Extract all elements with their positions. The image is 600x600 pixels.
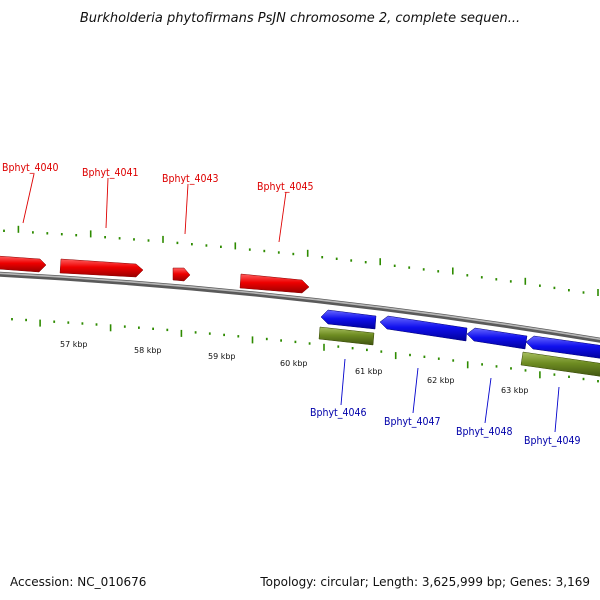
gene-label-bphyt-4041[interactable]: Bphyt_4041 <box>82 167 139 179</box>
leader-line-bphyt-4045 <box>278 191 287 243</box>
gene-label-bphyt-4049[interactable]: Bphyt_4049 <box>524 435 581 447</box>
kbp-label-63: 63 kbp <box>501 386 529 395</box>
gene-arrow-bphyt-4049[interactable] <box>525 335 600 359</box>
leader-line-bphyt-4040 <box>22 173 35 224</box>
chromosome-backbone <box>0 271 600 343</box>
accession-text: Accession: NC_010676 <box>10 575 146 589</box>
gene-arrow-bphyt-4047[interactable] <box>379 315 468 342</box>
reverse-feature-track <box>318 326 600 377</box>
kbp-label-61: 61 kbp <box>355 367 383 376</box>
gene-arrow-bphyt-4048[interactable] <box>466 327 528 350</box>
gene-arrow-bphyt-4045[interactable] <box>239 273 310 294</box>
kbp-label-57: 57 kbp <box>60 340 88 349</box>
chromosome-backbone-highlight <box>0 272 600 340</box>
gene-arrow-bphyt-4041[interactable] <box>59 258 144 278</box>
leader-line-bphyt-4041 <box>105 177 109 229</box>
map-title: Burkholderia phytofirmans PsJN chromosom… <box>80 11 520 26</box>
kbp-label-58: 58 kbp <box>134 346 162 355</box>
gene-label-bphyt-4040[interactable]: Bphyt_4040 <box>2 162 59 174</box>
forward-tick-track <box>3 225 599 296</box>
kbp-label-59: 59 kbp <box>208 352 236 361</box>
gene-label-bphyt-4047[interactable]: Bphyt_4047 <box>384 416 441 428</box>
genome-summary-text: Topology: circular; Length: 3,625,999 bp… <box>259 575 590 589</box>
gene-label-bphyt-4043[interactable]: Bphyt_4043 <box>162 173 219 185</box>
kbp-label-60: 60 kbp <box>280 359 308 368</box>
gene-arrow-bphyt-4040[interactable] <box>0 255 47 273</box>
leader-line-bphyt-4048 <box>484 377 492 424</box>
kbp-label-62: 62 kbp <box>427 376 455 385</box>
feature-bar-bphyt-4046[interactable] <box>318 326 375 346</box>
leader-line-bphyt-4047 <box>412 367 419 414</box>
gene-label-bphyt-4048[interactable]: Bphyt_4048 <box>456 426 513 438</box>
gene-label-bphyt-4045[interactable]: Bphyt_4045 <box>257 181 314 193</box>
kbp-ruler-labels: 57 kbp 58 kbp 59 kbp 60 kbp 61 kbp 62 kb… <box>60 340 529 395</box>
feature-bar-bphyt-4049[interactable] <box>520 351 600 377</box>
forward-gene-track <box>0 255 310 294</box>
gene-label-bphyt-4046[interactable]: Bphyt_4046 <box>310 407 367 419</box>
gene-arrow-bphyt-4043[interactable] <box>172 267 191 282</box>
leader-line-bphyt-4043 <box>184 183 189 235</box>
forward-gene-labels: Bphyt_4040 Bphyt_4041 Bphyt_4043 Bphyt_4… <box>2 162 314 243</box>
leader-line-bphyt-4049 <box>554 386 560 433</box>
reverse-tick-track <box>11 318 599 383</box>
gene-arrow-bphyt-4046[interactable] <box>320 309 377 330</box>
reverse-gene-track <box>320 309 600 359</box>
leader-line-bphyt-4046 <box>340 358 346 406</box>
reverse-gene-labels: Bphyt_4046 Bphyt_4047 Bphyt_4048 Bphyt_4… <box>310 358 581 447</box>
